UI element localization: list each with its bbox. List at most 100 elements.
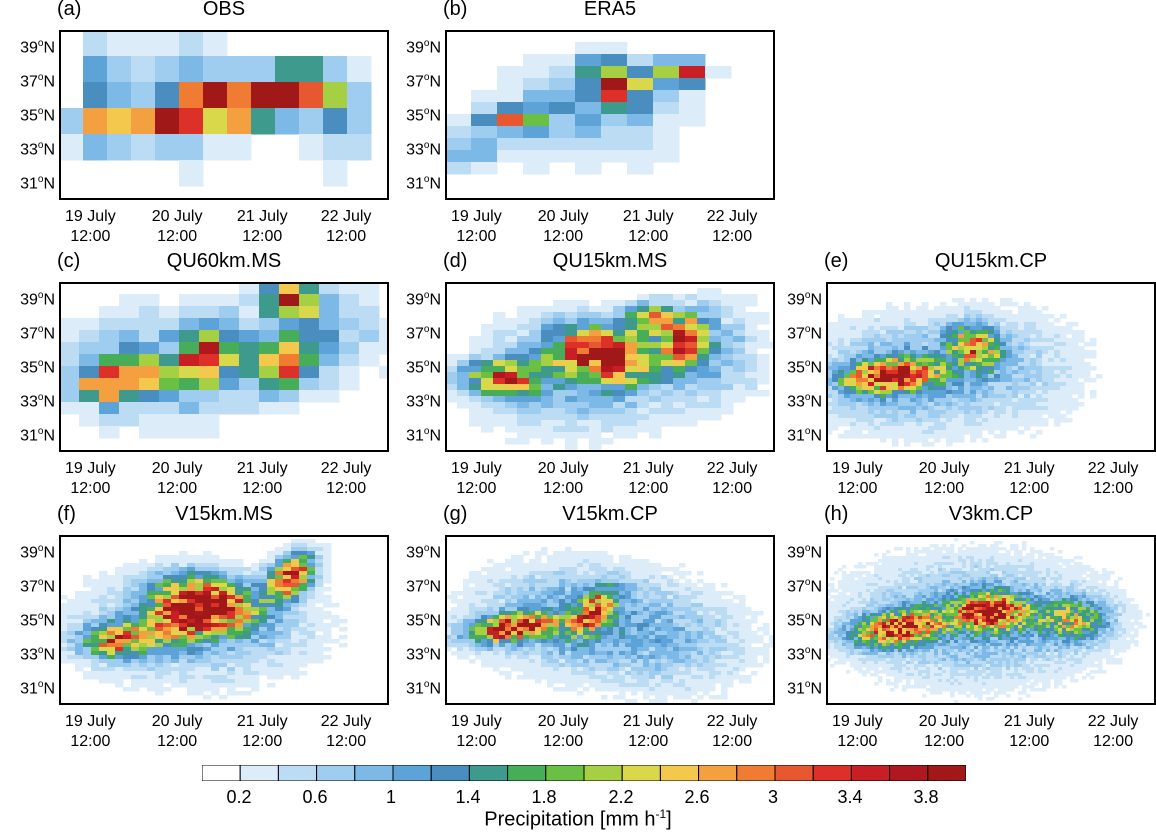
heatmap-cell bbox=[655, 587, 662, 592]
heatmap-cell bbox=[826, 406, 833, 411]
heatmap-cell bbox=[862, 390, 869, 395]
heatmap-cell bbox=[982, 342, 989, 347]
heatmap-cell bbox=[505, 671, 512, 676]
heatmap-cell bbox=[613, 396, 626, 403]
heatmap-cell bbox=[471, 162, 498, 175]
heatmap-cell bbox=[505, 378, 518, 385]
heatmap-cell bbox=[631, 651, 638, 656]
heatmap-cell bbox=[637, 599, 644, 604]
heatmap-cell bbox=[653, 150, 680, 163]
heatmap-cell bbox=[517, 587, 524, 592]
heatmap-cell bbox=[211, 615, 220, 620]
heatmap-cell bbox=[832, 326, 839, 331]
heatmap-cell bbox=[649, 647, 656, 652]
heatmap-cell bbox=[1078, 354, 1085, 359]
heatmap-cell bbox=[826, 378, 833, 383]
heatmap-cell bbox=[577, 551, 584, 556]
heatmap-cell bbox=[988, 358, 995, 363]
heatmap-cell bbox=[469, 607, 476, 612]
heatmap-cell bbox=[203, 663, 212, 668]
heatmap-cell bbox=[589, 599, 596, 604]
heatmap-cell bbox=[685, 639, 692, 644]
heatmap-cell bbox=[1060, 394, 1067, 399]
heatmap-cell bbox=[739, 655, 746, 660]
heatmap-cell bbox=[733, 354, 746, 361]
heatmap-cell bbox=[1054, 410, 1061, 415]
heatmap-cell bbox=[139, 378, 160, 391]
heatmap-cell bbox=[279, 378, 300, 391]
heatmap-cell bbox=[673, 583, 680, 588]
heatmap-cell bbox=[259, 378, 280, 391]
heatmap-cell bbox=[964, 318, 971, 323]
heatmap-cell bbox=[259, 647, 268, 652]
heatmap-cell bbox=[547, 639, 554, 644]
heatmap-cell bbox=[649, 651, 656, 656]
heatmap-cell bbox=[299, 615, 308, 620]
heatmap-cell bbox=[739, 647, 746, 652]
heatmap-cell bbox=[745, 390, 758, 397]
heatmap-cell bbox=[862, 334, 869, 339]
heatmap-cell bbox=[549, 150, 576, 163]
heatmap-cell bbox=[1054, 414, 1061, 419]
heatmap-cell bbox=[643, 579, 650, 584]
heatmap-cell bbox=[235, 631, 244, 636]
heatmap-cell bbox=[1018, 370, 1025, 375]
heatmap-cell bbox=[631, 587, 638, 592]
heatmap-cell bbox=[976, 426, 983, 431]
heatmap-cell bbox=[463, 647, 470, 652]
heatmap-cell bbox=[195, 659, 204, 664]
heatmap-cell bbox=[715, 655, 722, 660]
heatmap-cell bbox=[757, 378, 770, 385]
heatmap-cell bbox=[115, 623, 124, 628]
heatmap-cell bbox=[739, 623, 746, 628]
heatmap-cell bbox=[832, 362, 839, 367]
heatmap-cell bbox=[691, 675, 698, 680]
heatmap-cell bbox=[595, 611, 602, 616]
heatmap-cell bbox=[505, 647, 512, 652]
heatmap-cell bbox=[171, 611, 180, 616]
y-tick-label: 35oN bbox=[406, 611, 441, 630]
heatmap-cell bbox=[697, 623, 704, 628]
heatmap-cell bbox=[187, 671, 196, 676]
heatmap-cell bbox=[1014, 544, 1019, 548]
heatmap-cell bbox=[1072, 354, 1079, 359]
heatmap-cell bbox=[235, 615, 244, 620]
heatmap-cell bbox=[307, 595, 316, 600]
heatmap-cell bbox=[697, 651, 704, 656]
heatmap-cell bbox=[589, 655, 596, 660]
heatmap-cell bbox=[952, 378, 959, 383]
heatmap-cell bbox=[892, 366, 899, 371]
heatmap-cell bbox=[1012, 338, 1019, 343]
heatmap-cell bbox=[1012, 374, 1019, 379]
heatmap-cell bbox=[637, 342, 650, 349]
heatmap-cell bbox=[203, 623, 212, 628]
heatmap-cell bbox=[745, 384, 758, 391]
heatmap-cell bbox=[1018, 358, 1025, 363]
heatmap-cell bbox=[553, 408, 566, 415]
heatmap-cell bbox=[619, 619, 626, 624]
heatmap-cell bbox=[517, 623, 524, 628]
heatmap-cell bbox=[934, 378, 941, 383]
heatmap-cell bbox=[517, 579, 524, 584]
heatmap-cell bbox=[315, 599, 324, 604]
heatmap-cell bbox=[601, 348, 614, 355]
heatmap-cell bbox=[850, 426, 857, 431]
heatmap-cell bbox=[131, 134, 156, 161]
heatmap-cell bbox=[673, 663, 680, 668]
heatmap-cell bbox=[679, 603, 686, 608]
heatmap-cell bbox=[886, 390, 893, 395]
heatmap-cell bbox=[673, 695, 680, 700]
heatmap-cell bbox=[1060, 350, 1067, 355]
heatmap-cell bbox=[964, 382, 971, 387]
heatmap-cell bbox=[986, 547, 991, 551]
heatmap-cell bbox=[862, 314, 869, 319]
heatmap-cell bbox=[685, 384, 698, 391]
heatmap-cell bbox=[541, 615, 548, 620]
heatmap-cell bbox=[541, 643, 548, 648]
heatmap-cell bbox=[940, 370, 947, 375]
heatmap-cell bbox=[583, 583, 590, 588]
heatmap-cell bbox=[553, 402, 566, 409]
heatmap-cell bbox=[155, 591, 164, 596]
heatmap-cell bbox=[1078, 390, 1085, 395]
heatmap-cell bbox=[243, 671, 252, 676]
